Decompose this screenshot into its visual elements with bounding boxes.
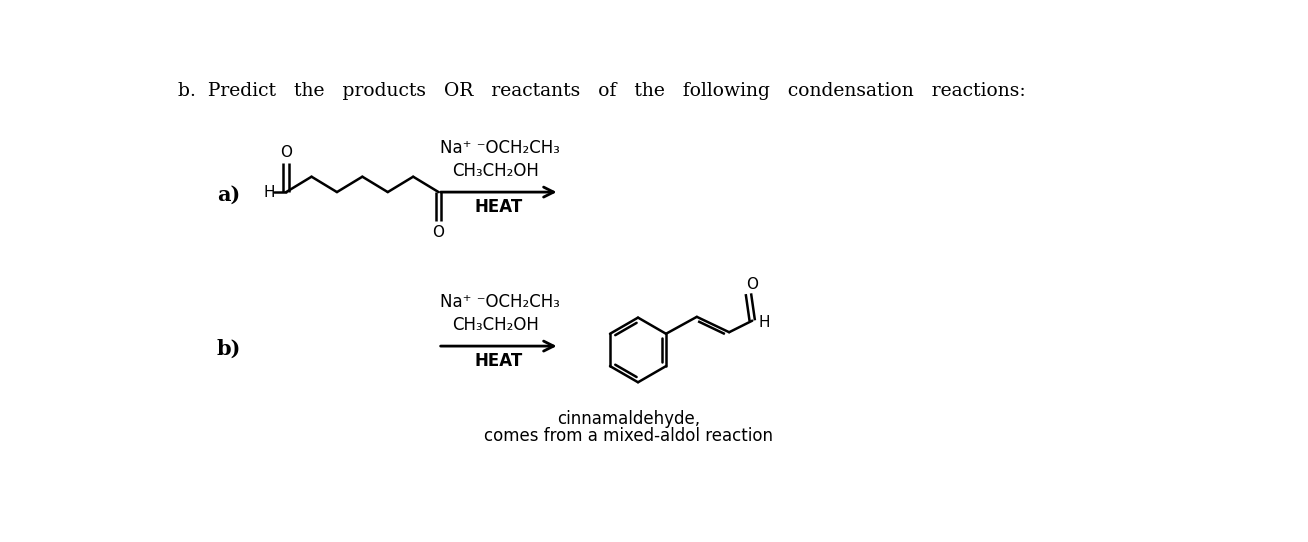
Text: Na⁺ ⁻OCH₂CH₃: Na⁺ ⁻OCH₂CH₃ — [439, 293, 560, 311]
Text: O: O — [280, 145, 292, 159]
Text: H: H — [263, 185, 275, 199]
Text: comes from a mixed-aldol reaction: comes from a mixed-aldol reaction — [484, 427, 773, 445]
Text: O: O — [747, 277, 759, 292]
Text: HEAT: HEAT — [475, 198, 523, 216]
Text: Na⁺ ⁻OCH₂CH₃: Na⁺ ⁻OCH₂CH₃ — [439, 139, 560, 157]
Text: CH₃CH₂OH: CH₃CH₂OH — [451, 162, 539, 180]
Text: HEAT: HEAT — [475, 352, 523, 371]
Text: CH₃CH₂OH: CH₃CH₂OH — [451, 317, 539, 334]
Text: cinnamaldehyde,: cinnamaldehyde, — [557, 410, 700, 428]
Text: b.  Predict   the   products   OR   reactants   of   the   following   condensat: b. Predict the products OR reactants of … — [178, 82, 1025, 100]
Text: a): a) — [217, 184, 241, 204]
Text: b): b) — [217, 338, 241, 358]
Text: O: O — [433, 224, 445, 240]
Text: H: H — [759, 315, 770, 330]
